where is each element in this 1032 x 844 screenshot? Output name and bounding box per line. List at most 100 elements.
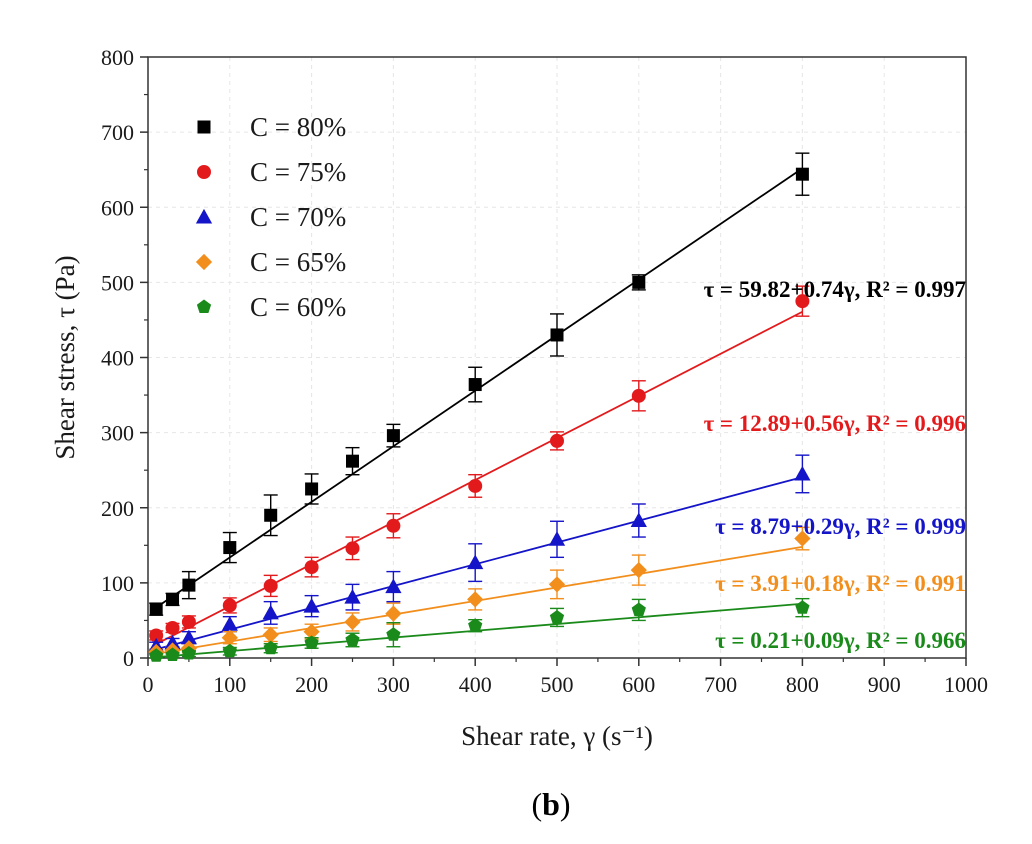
legend-label-c70: C = 70%: [250, 202, 346, 232]
data-point-c80: [223, 541, 237, 555]
data-point-c70: [344, 589, 361, 604]
data-point-c75: [468, 478, 483, 493]
y-tick-label: 500: [101, 270, 134, 295]
y-tick-label: 200: [101, 496, 134, 521]
data-point-c65: [344, 613, 361, 631]
fit-equation-c70: τ = 8.79+0.29γ, R² = 0.999: [715, 514, 966, 539]
x-tick-label: 400: [459, 672, 492, 697]
data-point-c65: [467, 591, 484, 608]
legend-label-c80: C = 80%: [250, 112, 346, 142]
x-tick-label: 1000: [944, 672, 988, 697]
data-point-c70: [467, 554, 484, 570]
x-tick-label: 600: [622, 672, 655, 697]
data-point-c75: [181, 614, 196, 629]
data-point-c60: [165, 647, 180, 662]
fit-line-c75: [155, 310, 803, 645]
y-tick-label: 300: [101, 421, 134, 446]
data-point-c80: [632, 275, 646, 289]
x-tick-label: 0: [143, 672, 154, 697]
data-point-c60: [795, 600, 810, 614]
data-point-c70: [164, 634, 181, 650]
data-point-c60: [181, 646, 197, 660]
fit-equation-labels: τ = 59.82+0.74γ, R² = 0.997 τ = 12.89+0.5…: [704, 277, 966, 653]
legend-marker-c75: [197, 165, 211, 179]
data-point-c70: [303, 598, 320, 613]
legend-marker-c80: [197, 120, 211, 134]
data-point-c75: [550, 433, 564, 448]
y-tick-label: 700: [101, 120, 134, 145]
x-tick-label: 800: [786, 672, 819, 697]
data-point-c75: [304, 560, 319, 575]
data-point-c65: [548, 576, 566, 593]
data-point-c65: [303, 623, 320, 640]
data-point-c75: [795, 294, 810, 309]
x-tick-label: 700: [704, 672, 737, 697]
x-tick-label: 500: [541, 672, 574, 697]
data-point-c80: [386, 429, 400, 443]
data-point-c75: [631, 388, 646, 403]
data-point-c60: [304, 635, 319, 650]
fit-equation-c65: τ = 3.91+0.18γ, R² = 0.991: [715, 571, 966, 596]
y-tick-label: 0: [123, 646, 134, 671]
data-point-c60: [631, 602, 646, 616]
data-point-c65: [385, 605, 402, 622]
legend-marker-c65: [195, 253, 213, 271]
data-point-c70: [180, 629, 198, 645]
data-point-c80: [149, 602, 163, 616]
x-tick-label: 900: [868, 672, 901, 697]
data-point-c75: [345, 541, 360, 556]
data-point-c60: [345, 632, 360, 647]
legend-label-c60: C = 60%: [250, 292, 346, 322]
axis-titles: Shear rate, γ (s⁻¹) Shear stress, τ (Pa) (…: [50, 255, 653, 822]
y-tick-label: 600: [101, 195, 134, 220]
legend-label-c75: C = 75%: [250, 157, 346, 187]
fit-equation-c80: τ = 59.82+0.74γ, R² = 0.997: [704, 277, 966, 302]
data-point-c70: [385, 578, 402, 594]
data-point-c60: [386, 627, 401, 641]
data-point-c60: [222, 643, 237, 658]
data-point-c75: [263, 578, 278, 593]
x-tick-label: 100: [213, 672, 246, 697]
data-point-c80: [795, 167, 809, 181]
data-markers: [148, 167, 811, 662]
legend: C = 80% C = 75% C = 70% C = 65% C = 60%: [195, 112, 346, 322]
data-point-c80: [305, 482, 319, 496]
data-point-c75: [386, 518, 401, 533]
legend-label-c65: C = 65%: [250, 247, 346, 277]
x-tick-label: 300: [377, 672, 410, 697]
data-point-c60: [149, 648, 164, 662]
data-point-c80: [182, 578, 196, 592]
data-point-c65: [262, 626, 279, 643]
fit-equation-c75: τ = 12.89+0.56γ, R² = 0.996: [704, 411, 966, 436]
data-point-c60: [263, 640, 278, 655]
legend-marker-c60: [196, 299, 212, 314]
axes: 0 100 200 300 400 500 600 700 800 900 1000 0 100 200 3…: [101, 45, 988, 697]
x-axis-title: Shear rate, γ (s⁻¹): [461, 721, 653, 751]
data-point-c75: [149, 628, 164, 643]
data-point-c60: [549, 609, 565, 624]
data-point-c60: [468, 618, 483, 632]
data-point-c75: [222, 598, 237, 613]
panel-label: (b): [531, 786, 570, 822]
data-point-c70: [221, 616, 238, 631]
error-bars: [149, 152, 810, 659]
y-axis-title: Shear stress, τ (Pa): [50, 255, 80, 459]
data-point-c75: [165, 620, 180, 635]
y-tick-label: 100: [101, 571, 134, 596]
data-point-c70: [262, 604, 279, 620]
data-point-c80: [264, 508, 278, 522]
grid-lines: [148, 57, 966, 658]
data-point-c80: [550, 328, 564, 342]
data-point-c65: [630, 561, 647, 579]
data-point-c70: [548, 531, 566, 546]
data-point-c80: [166, 592, 180, 606]
fit-equation-c60: τ = 0.21+0.09γ, R² = 0.966: [715, 628, 966, 653]
x-tick-label: 200: [295, 672, 328, 697]
data-point-c65: [221, 629, 238, 646]
legend-marker-c70: [195, 208, 213, 224]
data-point-c70: [794, 465, 811, 481]
data-point-c65: [794, 530, 811, 547]
data-point-c80: [346, 454, 359, 468]
y-tick-label: 800: [101, 45, 134, 70]
